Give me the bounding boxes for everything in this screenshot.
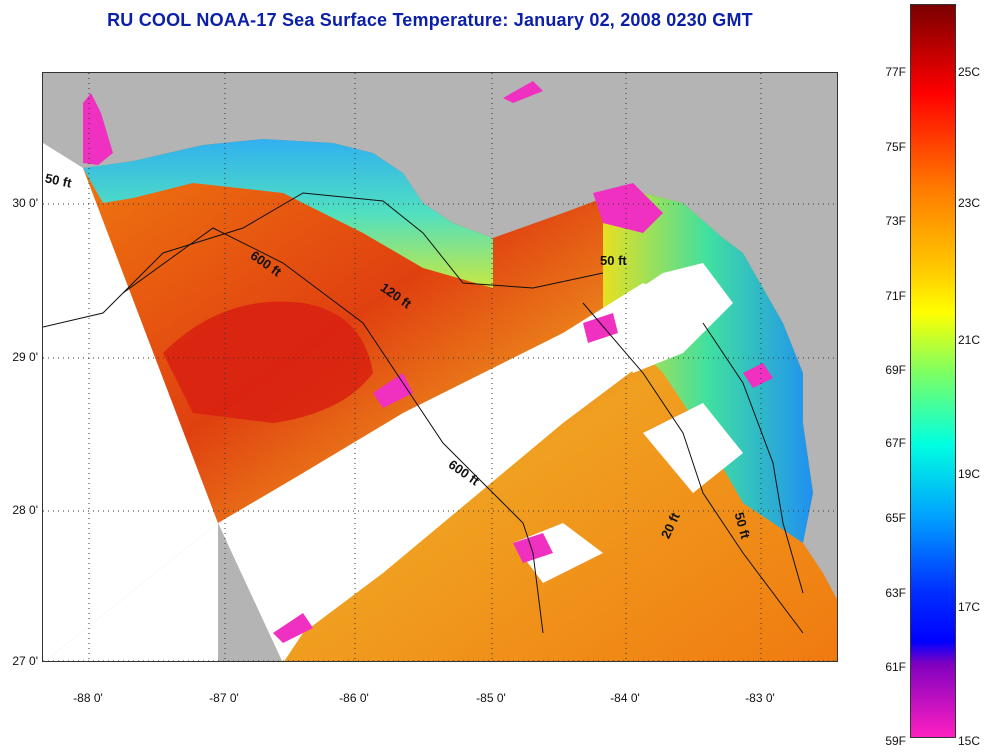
- colorbar-label-f: 59F: [885, 734, 906, 748]
- longitude-label: -84 0': [610, 691, 640, 705]
- no-data-southwest: [45, 523, 218, 661]
- cloud-mask: [218, 263, 743, 661]
- grid-lines: [43, 73, 837, 661]
- colorbar-label-f: 77F: [885, 65, 906, 79]
- latitude-label: 27 0': [12, 654, 38, 668]
- colorbar-label-f: 67F: [885, 436, 906, 450]
- colorbar-label-f: 63F: [885, 586, 906, 600]
- longitude-label: -86 0': [339, 691, 369, 705]
- colorbar-label-c: 23C: [958, 196, 981, 210]
- longitude-label: -87 0': [209, 691, 239, 705]
- latitude-label: 28 0': [12, 503, 38, 517]
- colorbar-label-f: 73F: [885, 214, 906, 228]
- colorbar-label-f: 69F: [885, 363, 906, 377]
- longitude-label: -88 0': [73, 691, 103, 705]
- colorbar-label-c: 25C: [958, 65, 981, 79]
- sst-map-graphic: [43, 73, 837, 661]
- latitude-label: 30 0': [12, 196, 38, 210]
- warm-core: [163, 301, 373, 423]
- colorbar-label-c: 21C: [958, 333, 981, 347]
- latitude-label: 29 0': [12, 350, 38, 364]
- colorbar-label-c: 15C: [958, 734, 981, 748]
- isobath-contours: [43, 192, 804, 634]
- no-data-west: [43, 143, 218, 661]
- contour-label: 50 ft: [600, 253, 627, 268]
- longitude-label: -83 0': [745, 691, 775, 705]
- longitude-label: -85 0': [476, 691, 506, 705]
- colorbar-label-c: 17C: [958, 600, 981, 614]
- colorbar-label-c: 19C: [958, 467, 981, 481]
- colorbar-label-f: 61F: [885, 660, 906, 674]
- coastal-band: [83, 139, 493, 288]
- temperature-colorbar: [910, 4, 956, 738]
- colorbar-label-f: 65F: [885, 511, 906, 525]
- cold-patches: [83, 81, 773, 643]
- sst-map: 50 ft 600 ft 120 ft 50 ft 600 ft 20 ft 5…: [42, 72, 838, 662]
- colorbar-label-f: 75F: [885, 140, 906, 154]
- map-title: RU COOL NOAA-17 Sea Surface Temperature:…: [107, 10, 753, 30]
- colorbar-label-f: 71F: [885, 289, 906, 303]
